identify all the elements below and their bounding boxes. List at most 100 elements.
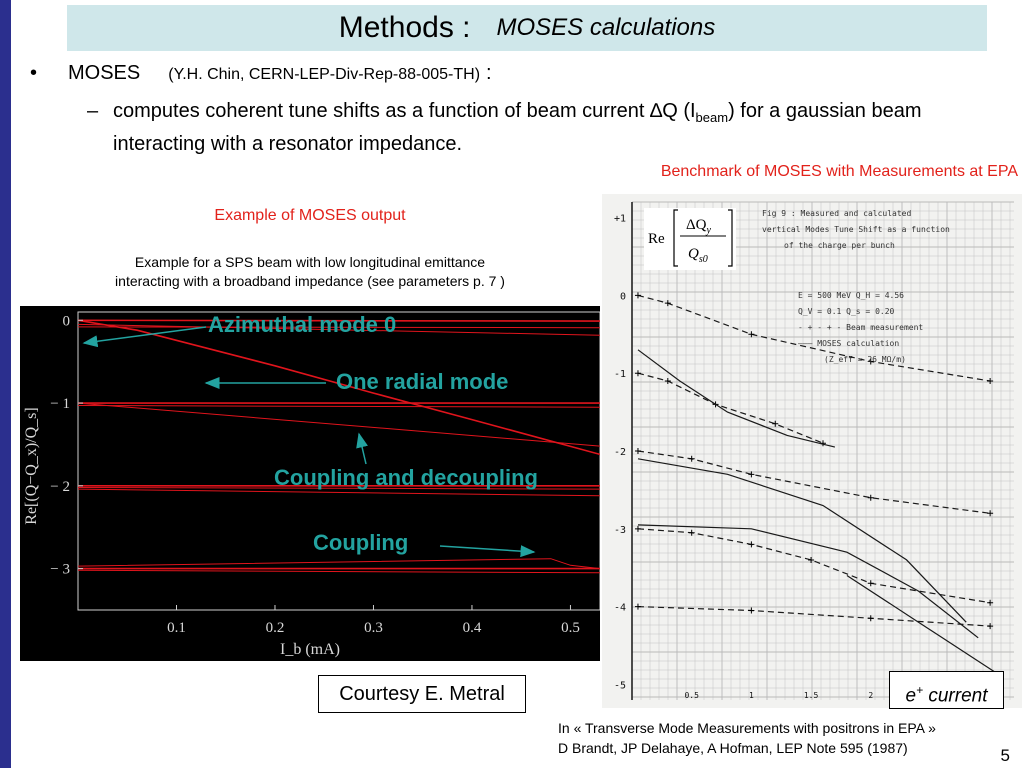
measurement-point: [634, 448, 641, 454]
y-tick-label: − 1: [50, 396, 70, 412]
measurement-point: [987, 623, 994, 630]
moses-mode-curve: [77, 402, 600, 447]
sub-bullet-text: computes coherent tune shifts as a funct…: [113, 98, 987, 158]
measurement-point: [688, 529, 695, 536]
handwritten-note: Fig 9 : Measured and calculated: [762, 209, 911, 218]
annotation-coupling: Coupling: [313, 530, 408, 555]
page-subtitle: MOSES calculations: [496, 14, 716, 41]
moses-plot-svg: 0.1 0.2 0.3 0.4 0.5 0 − 1 − 2 − 3 I_b (mA) Re[(Q…: [23, 311, 600, 658]
moses-mode-curve: [77, 405, 600, 408]
ylabel-numerator: ΔQy: [686, 217, 711, 236]
ylabel-denominator: Qs0: [688, 246, 708, 265]
moses-mode-curve: [77, 558, 600, 570]
measurement-point: [664, 300, 671, 307]
left-panel-description-line1: Example for a SPS beam with low longitud…: [134, 254, 486, 270]
annotation-coupling-arrow: [439, 545, 536, 558]
moses-mode-curve: [77, 319, 600, 322]
x-tick-label: 0.4: [463, 620, 482, 636]
measurement-curve: [637, 528, 991, 604]
measurement-point: [748, 541, 755, 548]
measurement-point: [748, 471, 755, 478]
e-current-sup: +: [916, 683, 924, 697]
moses-mode-curve: [77, 319, 600, 456]
y-tick-label: 0: [63, 313, 71, 329]
x-tick-label: 0.1: [167, 620, 186, 636]
reference-line2: D Brandt, JP Delahaye, A Hofman, LEP Not…: [558, 740, 908, 756]
y-tick-label: -1: [614, 369, 626, 380]
epa-graph-svg: +10-1-2-3-4-50.511.522.53 Re ΔQy Qs0 Fig…: [614, 201, 1014, 700]
y-tick-label: +1: [614, 214, 626, 225]
handwritten-note: Q_V = 0.1 Q_s = 0.20: [798, 307, 895, 316]
side-accent-bar: [0, 0, 11, 768]
measurement-point: [867, 358, 874, 365]
x-tick-label: 0.5: [561, 620, 580, 636]
y-tick-label: -4: [614, 603, 626, 614]
sub-bullet-text-after: ) for a gaussian beam interacting with a…: [113, 100, 922, 155]
left-panel-description: Example for a SPS beam with low longitud…: [20, 253, 600, 291]
measurement-point: [987, 377, 994, 384]
main-bullet: • MOSES (Y.H. Chin, CERN-LEP-Div-Rep-88-…: [30, 62, 492, 85]
benchmark-title: Benchmark of MOSES with Measurements at …: [660, 163, 1018, 180]
measurement-curve: [637, 372, 824, 444]
y-tick-label: -3: [614, 525, 626, 536]
measurement-point: [772, 420, 779, 427]
sub-bullet-marker: –: [87, 100, 99, 122]
sub-bullet-text-before: computes coherent tune shifts as a funct…: [113, 100, 696, 122]
epa-benchmark-graph: +10-1-2-3-4-50.511.522.53 Re ΔQy Qs0 Fig…: [602, 194, 1022, 708]
y-axis-label: Re[(Q−Q_x)/Q_s]: [23, 407, 40, 524]
measurement-point: [634, 525, 641, 532]
moses-mode-curve: [77, 487, 600, 490]
moses-calculation-curve: [637, 349, 836, 448]
measurement-point: [867, 580, 874, 587]
measurement-curve: [637, 606, 991, 627]
measurement-point: [688, 455, 695, 462]
moses-mode-curve: [77, 323, 600, 336]
handwritten-note: E = 500 MeV Q_H = 4.56: [798, 291, 904, 300]
reference-line1: In « Transverse Mode Measurements with p…: [558, 720, 936, 736]
measurement-point: [748, 607, 755, 614]
bullet-name: MOSES: [68, 62, 141, 84]
bullet-marker: •: [30, 62, 38, 84]
x-tick-label: 0.2: [266, 620, 285, 636]
y-tick-label: − 3: [50, 562, 70, 578]
moses-calculation-curve: [637, 524, 979, 639]
bullet-reference: (Y.H. Chin, CERN-LEP-Div-Rep-88-005-TH): [168, 66, 481, 83]
sub-bullet: – computes coherent tune shifts as a fun…: [87, 98, 987, 158]
ylabel-formula: Re ΔQy Qs0: [644, 208, 736, 270]
moses-output-plot: 0.1 0.2 0.3 0.4 0.5 0 − 1 − 2 − 3 I_b (mA) Re[(Q…: [20, 306, 600, 661]
left-panel-description-line2: interacting with a broadband impedance (…: [115, 273, 505, 289]
y-tick-label: -5: [614, 680, 626, 691]
measurement-point: [634, 370, 641, 377]
x-tick-label: 1: [749, 691, 754, 700]
e-current-base: e: [905, 685, 917, 707]
page-title: Methods :: [338, 11, 471, 44]
page-number: 5: [1000, 746, 1010, 765]
measurement-point: [867, 615, 874, 622]
measurement-point: [634, 603, 641, 610]
measurement-point: [867, 494, 874, 501]
measurement-curve: [637, 450, 991, 514]
measurement-point: [664, 377, 671, 384]
handwritten-note: (Z_eff = 26 MΩ/m): [824, 355, 906, 364]
moses-mode-curve: [77, 488, 600, 497]
annotation-radial: One radial mode: [336, 369, 508, 394]
measurement-point: [634, 292, 641, 299]
y-tick-label: − 2: [50, 479, 70, 495]
measurement-point: [987, 510, 994, 517]
handwritten-note: of the charge per bunch: [784, 241, 895, 250]
x-tick-label: 1.5: [804, 691, 819, 700]
handwritten-note: ——— MOSES calculation: [798, 339, 899, 348]
measurement-point: [808, 556, 815, 563]
sub-bullet-subscript: beam: [695, 110, 729, 125]
x-tick-label: 0.3: [364, 620, 383, 636]
x-tick-label: 0.5: [684, 691, 699, 700]
ylabel-re: Re: [648, 231, 665, 247]
reference-note: In « Transverse Mode Measurements with p…: [558, 718, 936, 758]
bullet-colon: :: [486, 62, 492, 84]
moses-calculation-curve: [637, 458, 967, 623]
annotation-azimuthal-arrow: [82, 326, 207, 348]
y-tick-label: 0: [620, 291, 626, 302]
measurement-point: [748, 331, 755, 338]
moses-mode-curve: [77, 326, 600, 329]
y-tick-label: -2: [614, 447, 626, 458]
